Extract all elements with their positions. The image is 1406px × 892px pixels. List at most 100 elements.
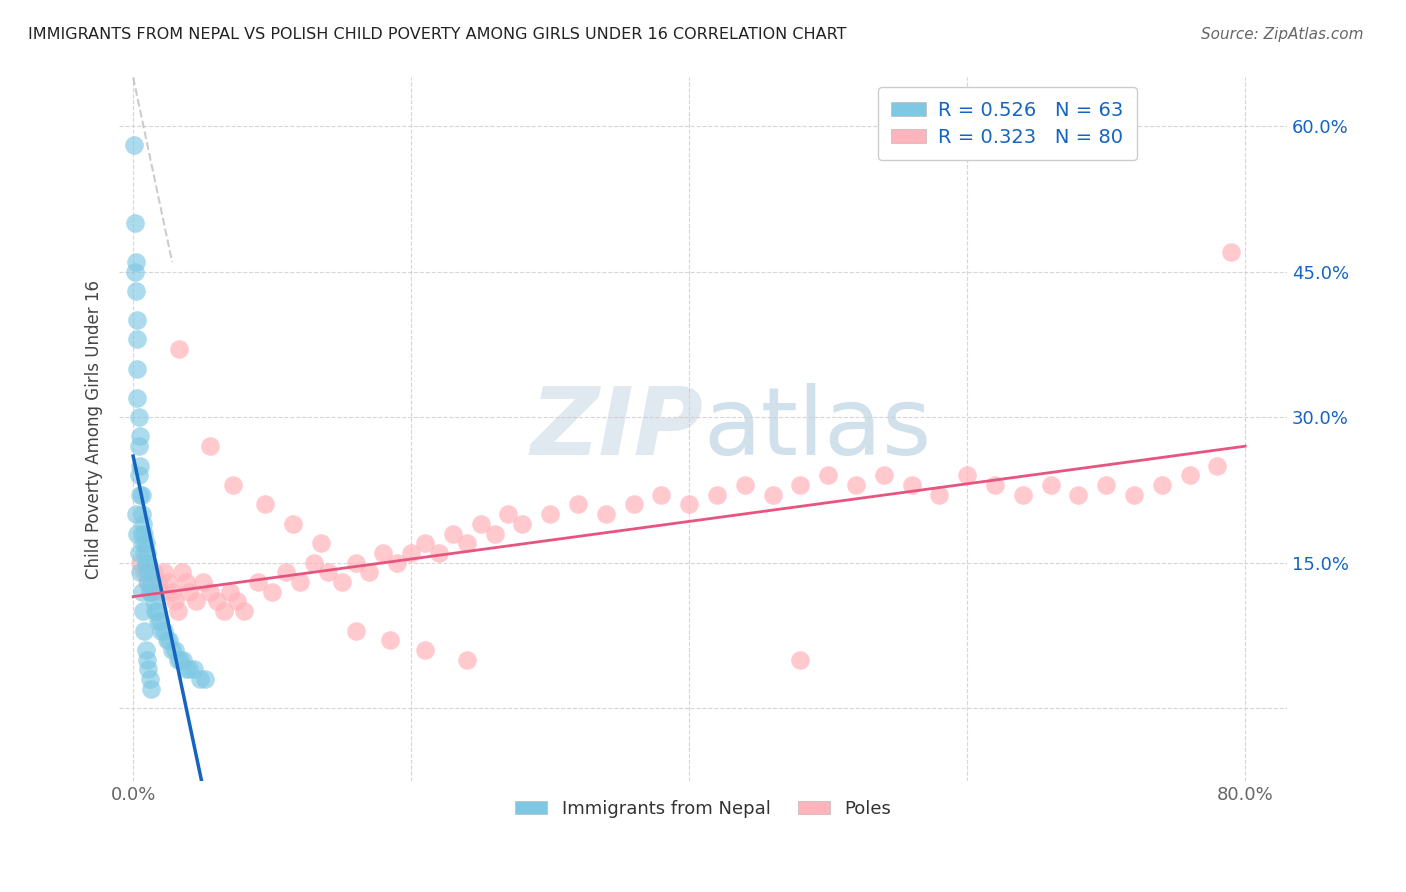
Point [135, 643, 157, 657]
Point [138, 662, 160, 676]
Point [143, 594, 166, 608]
Point [188, 672, 211, 686]
Point [1011, 488, 1033, 502]
Point [288, 575, 311, 590]
Point [129, 566, 152, 580]
Point [956, 468, 979, 483]
Text: atlas: atlas [703, 384, 931, 475]
Point [344, 556, 367, 570]
Point [148, 614, 170, 628]
Point [160, 643, 183, 657]
Point [152, 566, 174, 580]
Point [456, 653, 478, 667]
Point [984, 478, 1007, 492]
Point [163, 643, 186, 657]
Point [141, 681, 163, 696]
Point [177, 662, 200, 676]
Point [1122, 488, 1144, 502]
Point [127, 526, 149, 541]
Point [595, 507, 617, 521]
Point [131, 584, 153, 599]
Point [1039, 478, 1062, 492]
Point [149, 584, 172, 599]
Point [222, 478, 245, 492]
Point [125, 507, 148, 521]
Point [302, 556, 325, 570]
Point [817, 468, 839, 483]
Point [125, 284, 148, 298]
Point [129, 488, 152, 502]
Point [145, 604, 167, 618]
Point [316, 566, 339, 580]
Point [845, 478, 868, 492]
Point [309, 536, 332, 550]
Point [128, 546, 150, 560]
Point [233, 604, 256, 618]
Point [219, 584, 242, 599]
Point [678, 497, 700, 511]
Point [456, 536, 478, 550]
Point [148, 575, 170, 590]
Point [128, 468, 150, 483]
Point [484, 526, 506, 541]
Point [166, 653, 188, 667]
Point [470, 516, 492, 531]
Point [128, 439, 150, 453]
Point [1095, 478, 1118, 492]
Point [160, 584, 183, 599]
Point [344, 624, 367, 638]
Point [212, 604, 235, 618]
Point [155, 633, 177, 648]
Point [262, 584, 284, 599]
Point [170, 566, 193, 580]
Point [132, 536, 155, 550]
Point [141, 575, 163, 590]
Point [129, 458, 152, 473]
Point [174, 575, 197, 590]
Point [134, 546, 156, 560]
Point [146, 604, 169, 618]
Point [139, 566, 162, 580]
Point [650, 488, 672, 502]
Point [226, 594, 249, 608]
Point [139, 584, 162, 599]
Point [136, 653, 159, 667]
Point [129, 556, 152, 570]
Point [169, 653, 191, 667]
Point [399, 546, 422, 560]
Point [191, 575, 214, 590]
Point [194, 672, 217, 686]
Point [132, 516, 155, 531]
Point [1067, 488, 1090, 502]
Point [1150, 478, 1173, 492]
Point [734, 478, 756, 492]
Point [125, 255, 148, 269]
Point [131, 526, 153, 541]
Point [152, 624, 174, 638]
Point [359, 566, 381, 580]
Point [163, 594, 186, 608]
Point [124, 264, 146, 278]
Point [138, 575, 160, 590]
Point [873, 468, 896, 483]
Point [623, 497, 645, 511]
Point [131, 488, 153, 502]
Point [122, 138, 145, 153]
Point [706, 488, 728, 502]
Point [373, 546, 395, 560]
Point [134, 566, 156, 580]
Text: ZIP: ZIP [530, 384, 703, 475]
Point [124, 216, 146, 230]
Point [254, 497, 277, 511]
Point [427, 546, 450, 560]
Point [413, 643, 436, 657]
Point [198, 584, 221, 599]
Point [139, 672, 162, 686]
Point [205, 594, 228, 608]
Point [136, 575, 159, 590]
Point [789, 653, 811, 667]
Point [134, 624, 156, 638]
Y-axis label: Child Poverty Among Girls Under 16: Child Poverty Among Girls Under 16 [86, 280, 103, 579]
Point [198, 439, 221, 453]
Point [135, 556, 157, 570]
